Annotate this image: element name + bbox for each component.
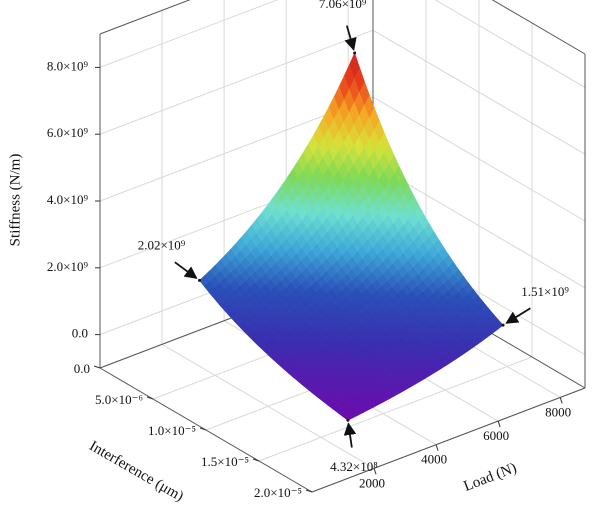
z-tick-label: 0.0: [72, 326, 88, 341]
z-tick-label: 2.0×10⁹: [47, 259, 89, 274]
corner-point: [501, 323, 505, 327]
z-tick-label: 6.0×10⁹: [47, 125, 89, 140]
y-tick-label: 0.0: [74, 361, 90, 376]
x-tick: [373, 468, 377, 475]
y-tick-label: 2.0×10⁻⁵: [254, 485, 302, 500]
x-tick-label: 2000: [359, 475, 385, 490]
y-tick: [305, 489, 313, 493]
x-tick: [497, 420, 501, 428]
grid-line: [258, 356, 533, 462]
y-tick: [199, 427, 207, 431]
x-axis-title: Load (N): [462, 460, 519, 495]
box-edge: [99, 0, 191, 35]
corner-point: [346, 418, 350, 422]
surface-patch: [342, 413, 354, 421]
corner-point: [198, 278, 202, 282]
annotation-arrow: [505, 307, 531, 324]
annotation-arrow: [344, 25, 357, 51]
corner-point: [353, 51, 357, 55]
y-tick: [93, 365, 101, 369]
surface: [199, 52, 504, 421]
x-tick: [435, 444, 439, 451]
z-tick-label: 4.0×10⁹: [47, 192, 89, 207]
x-tick-label: 8000: [545, 404, 571, 419]
z-tick-label: 8.0×10⁹: [47, 58, 89, 73]
x-tick-label: 4000: [421, 452, 447, 467]
x-tick: [559, 397, 563, 404]
y-tick: [146, 396, 154, 400]
y-tick-label: 1.5×10⁻⁵: [201, 454, 249, 469]
annotation-arrow: [174, 261, 198, 279]
y-tick: [252, 458, 260, 462]
box-edge: [311, 387, 586, 493]
y-tick-label: 5.0×10⁻⁶: [95, 392, 143, 407]
grid-line: [99, 0, 279, 68]
annotation: 2.02×10⁹: [138, 237, 186, 252]
grid-line: [99, 29, 374, 135]
z-axis-title: Stiffness (N/m): [7, 154, 23, 247]
annotation-arrow: [343, 422, 357, 448]
box-edge: [491, 0, 586, 55]
annotation: 7.06×10⁹: [319, 0, 367, 11]
annotation: 4.32×10⁸: [330, 459, 378, 474]
y-axis-title: Interference (μm): [86, 438, 186, 505]
x-tick-label: 6000: [483, 428, 509, 443]
y-tick-label: 1.0×10⁻⁵: [148, 423, 196, 438]
annotation: 1.51×10⁹: [521, 284, 569, 299]
